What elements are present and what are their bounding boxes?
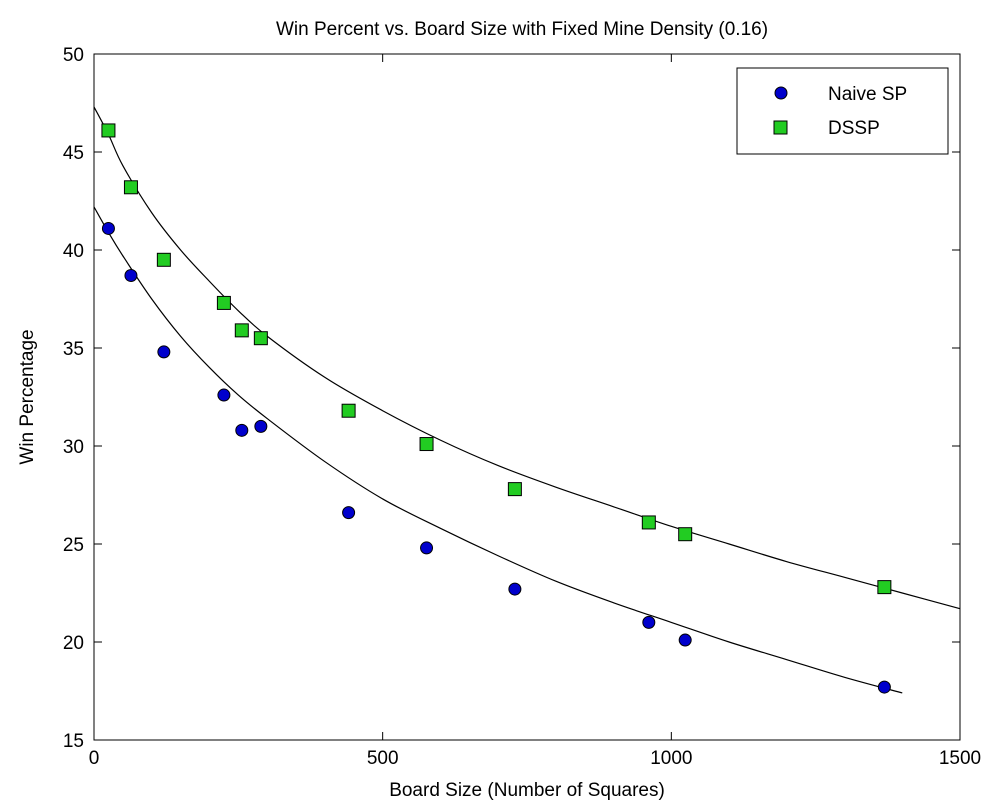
data-point-naive-sp: [157, 345, 171, 359]
data-point-naive-sp: [124, 268, 138, 282]
data-point-naive-sp: [420, 541, 434, 555]
fit-curve-dssp: [93, 106, 961, 610]
legend-label-naive-sp: Naive SP: [828, 84, 907, 105]
legend-marker-dssp: [773, 120, 788, 135]
data-point-naive-sp: [217, 388, 231, 402]
data-point-dssp: [156, 252, 171, 267]
x-axis-label: Board Size (Number of Squares): [389, 780, 665, 801]
legend-marker-naive-sp: [774, 86, 788, 100]
y-tick-label: 20: [63, 633, 84, 654]
legend-label-dssp: DSSP: [828, 118, 880, 139]
data-point-naive-sp: [342, 506, 356, 520]
x-tick-label: 1000: [650, 748, 692, 769]
data-point-naive-sp: [235, 423, 249, 437]
data-point-dssp: [234, 323, 249, 338]
axis-ticks: 0 500 1000 1500 15 20 25 30 35 40 45 50: [63, 45, 981, 769]
data-point-dssp: [641, 515, 656, 530]
y-tick-label: 50: [63, 45, 84, 66]
y-tick-label: 40: [63, 241, 84, 262]
data-point-dssp: [253, 331, 268, 346]
data-point-dssp: [507, 482, 522, 497]
chart-title: Win Percent vs. Board Size with Fixed Mi…: [276, 19, 768, 40]
data-point-dssp: [216, 295, 231, 310]
data-point-naive-sp: [678, 633, 692, 647]
x-tick-label: 500: [367, 748, 399, 769]
y-tick-label: 25: [63, 535, 84, 556]
fit-curve-naive-sp: [93, 206, 903, 694]
y-axis-label: Win Percentage: [17, 329, 38, 464]
data-point-naive-sp: [642, 615, 656, 629]
data-point-dssp: [101, 123, 116, 138]
data-point-dssp: [877, 580, 892, 595]
legend-box: [736, 67, 949, 155]
data-point-naive-sp: [101, 221, 115, 235]
legend: Naive SP DSSP: [736, 67, 949, 155]
y-tick-label: 15: [63, 731, 84, 752]
x-tick-label: 1500: [939, 748, 981, 769]
data-point-naive-sp: [254, 419, 268, 433]
data-points: [101, 123, 892, 694]
data-point-naive-sp: [508, 582, 522, 596]
fit-curves: [93, 106, 961, 694]
data-point-dssp: [341, 403, 356, 418]
data-point-dssp: [123, 180, 138, 195]
data-point-dssp: [678, 527, 693, 542]
data-point-naive-sp: [877, 680, 891, 694]
y-tick-label: 30: [63, 437, 84, 458]
y-tick-label: 35: [63, 339, 84, 360]
x-tick-label: 0: [89, 748, 100, 769]
y-tick-label: 45: [63, 143, 84, 164]
plot-frame: [93, 53, 961, 741]
plot-area: 0 500 1000 1500 15 20 25 30 35 40 45 50: [63, 45, 981, 769]
data-point-dssp: [419, 437, 434, 452]
